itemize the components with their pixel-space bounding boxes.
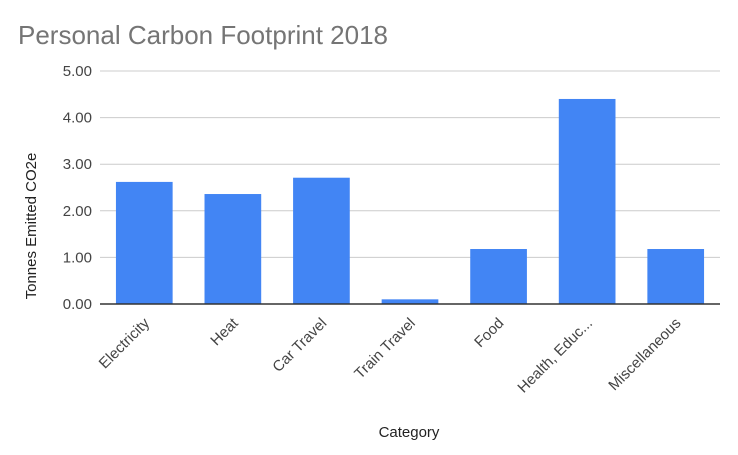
x-tick-label: Health, Educ... <box>514 315 596 397</box>
gridlines <box>100 70 720 258</box>
x-tick-label: Heat <box>207 314 242 349</box>
bar <box>204 194 262 304</box>
bar <box>558 98 616 305</box>
bar <box>470 249 527 304</box>
bar <box>381 299 439 304</box>
bars <box>115 98 705 305</box>
y-tick-label: 5.00 <box>63 63 92 80</box>
y-tick-label: 0.00 <box>63 296 92 313</box>
x-tick-label: Miscellaneous <box>605 315 684 394</box>
x-tick-label: Electricity <box>96 314 154 372</box>
x-tick-label: Car Travel <box>269 315 330 376</box>
bar <box>115 181 173 304</box>
bar <box>647 249 705 304</box>
x-axis-label: Category <box>379 424 440 441</box>
bar <box>293 177 350 304</box>
y-tick-labels: 0.00 1.00 2.00 3.00 4.00 5.00 <box>63 63 92 313</box>
y-tick-label: 2.00 <box>63 203 92 220</box>
x-tick-labels: Electricity Heat Car Travel Train Travel Foo… <box>96 314 685 396</box>
y-tick-label: 4.00 <box>63 110 92 127</box>
y-tick-label: 1.00 <box>63 249 92 266</box>
x-tick-label: Food <box>471 315 507 351</box>
chart-title: Personal Carbon Footprint 2018 <box>18 20 388 50</box>
y-axis-label: Tonnes Emitted CO2e <box>23 153 40 300</box>
y-tick-label: 3.00 <box>63 156 92 173</box>
x-tick-label: Train Travel <box>351 315 419 383</box>
